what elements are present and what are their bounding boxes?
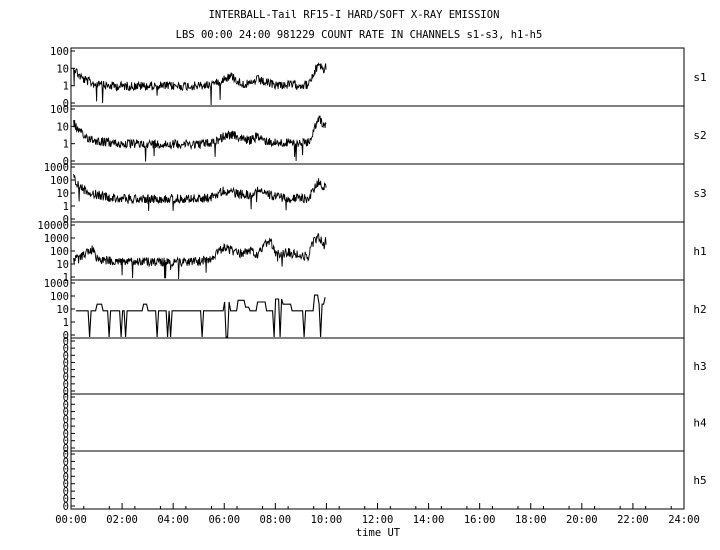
x-tick-label: 22:00 [617,514,649,526]
y-tick-label: 0 [63,428,69,440]
y-tick-label: 10 [56,121,69,133]
y-tick-label: 0 [63,386,69,398]
y-tick-label: 10000 [37,220,69,232]
channel-label: h2 [693,303,706,316]
x-axis: 00:00 02:00 04:00 06:00 08:00 10:00 12:00 14:00… [55,503,700,526]
channel-label: s3 [693,187,706,200]
channel-label: h4 [693,417,707,430]
y-tick-label: 0 [63,443,69,455]
y-tick-label: 0 [63,414,69,426]
y-tick-label: 10 [56,259,69,271]
y-tick-label: 100 [50,175,69,187]
y-tick-label: 100 [50,246,69,258]
x-tick-label: 06:00 [208,514,240,526]
y-tick-label: 1000 [44,233,69,245]
series-line-h1 [73,232,327,280]
y-tick-label: 0 [63,436,69,448]
y-tick-label: 0 [63,479,69,491]
chart-title: INTERBALL-Tail RF15-I HARD/SOFT X-RAY EM… [209,9,500,21]
panel-frame [70,337,685,395]
y-tick-label: 0 [63,421,69,433]
panel-frame [70,221,685,281]
panel-frame [70,105,685,165]
x-tick-label: 14:00 [413,514,445,526]
x-tick-label: 08:00 [260,514,292,526]
y-tick-label: 1000 [44,162,69,174]
y-tick-label: 0 [63,343,69,355]
y-tick-label: 0 [63,407,69,419]
y-tick-label: 100 [50,46,69,58]
channel-label: h1 [693,245,706,258]
x-tick-label: 24:00 [668,514,700,526]
series-line-s2 [73,115,327,162]
y-tick-label: 1 [63,272,69,284]
x-tick-label: 04:00 [157,514,189,526]
x-tick-label: 18:00 [515,514,547,526]
x-axis-label: time UT [356,527,401,539]
y-tick-label: 10 [56,188,69,200]
y-tick-label: 100 [50,104,69,116]
y-tick-label: 0 [63,399,69,411]
series-line-s3 [73,173,327,211]
y-tick-label: 10 [56,304,69,316]
x-tick-label: 00:00 [55,514,87,526]
y-tick-label: 0 [63,350,69,362]
y-tick-label: 0 [63,214,69,226]
x-tick-label: 10:00 [311,514,343,526]
series-line-s1 [73,62,327,106]
y-tick-label: 0 [63,456,69,468]
y-tick-label: 0 [63,464,69,476]
y-tick-label: 0 [63,156,69,168]
panel-frame [70,47,685,107]
y-tick-label: 0 [63,98,69,110]
y-tick-label: 0 [63,494,69,506]
chart-subtitle: LBS 00:00 24:00 981229 COUNT RATE IN CHA… [176,29,543,41]
y-tick-label: 0 [63,372,69,384]
y-tick-label: 1 [63,139,69,151]
panel-frame [70,279,685,339]
panel-frame [70,163,685,223]
y-tick-label: 10 [56,63,69,75]
y-tick-label: 0 [63,379,69,391]
y-tick-label: 0 [63,330,69,342]
x-tick-label: 02:00 [106,514,138,526]
y-tick-label: 0 [63,501,69,513]
x-tick-label: 20:00 [566,514,598,526]
y-tick-label: 1 [63,317,69,329]
panels: 1001010s11001010s210001001010s3100001000… [37,46,707,513]
y-tick-label: 0 [63,471,69,483]
y-tick-label: 0 [63,365,69,377]
y-tick-label: 0 [63,336,69,348]
panel-frame [70,450,685,510]
panel-frame [70,393,685,452]
y-tick-label: 0 [63,486,69,498]
y-tick-label: 1000 [44,278,69,290]
x-tick-label: 12:00 [362,514,394,526]
y-tick-label: 0 [63,392,69,404]
channel-label: h5 [693,474,706,487]
x-tick-label: 16:00 [464,514,496,526]
channel-label: s2 [693,129,706,142]
channel-label: h3 [693,360,706,373]
series-line-h2 [76,294,326,338]
y-tick-label: 100 [50,291,69,303]
y-tick-label: 1 [63,81,69,93]
y-tick-label: 0 [63,357,69,369]
y-tick-label: 0 [63,449,69,461]
channel-label: s1 [693,71,706,84]
y-tick-label: 1 [63,201,69,213]
